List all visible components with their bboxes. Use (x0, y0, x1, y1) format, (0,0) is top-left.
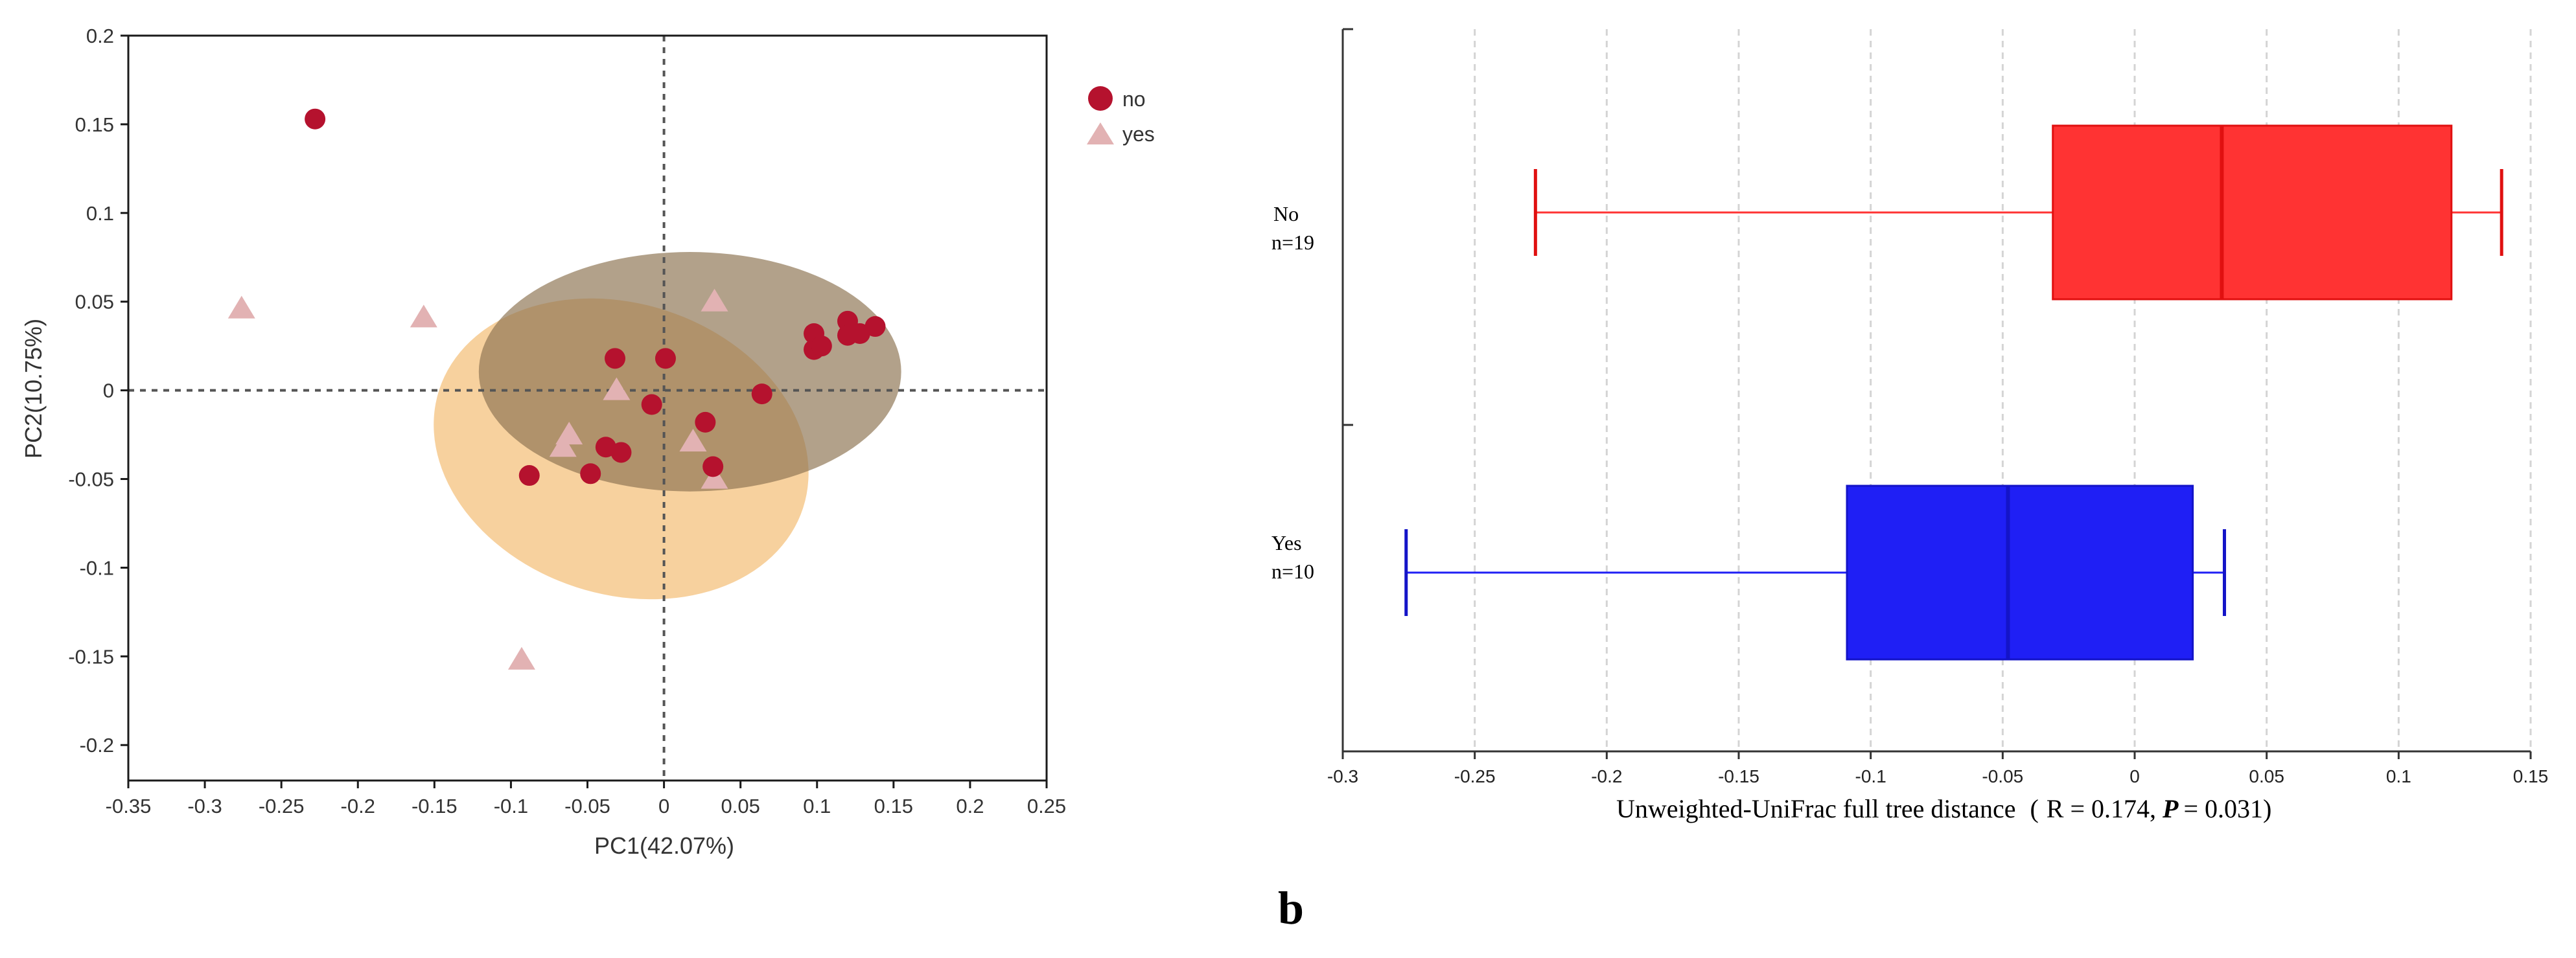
unifrac-box-plot: -0.3 -0.25 -0.2 -0.15 -0.1 -0.05 0 0.05 0.1 0.15 … (1271, 28, 2548, 934)
point-yes (549, 434, 577, 457)
point-yes (555, 422, 583, 445)
box-x-axis-p-symbol: P (2162, 794, 2179, 823)
box-x-tick-label: 0.05 (2249, 766, 2284, 786)
box-x-tick-label: -0.15 (1718, 766, 1759, 786)
box-x-tick-label: 0.15 (2513, 766, 2549, 786)
box-x-axis-label-main: Unweighted-UniFrac full tree distance (1616, 794, 2015, 823)
x-tick-label: 0 (658, 795, 669, 817)
box-yes (1846, 485, 2194, 661)
scatter-points (227, 108, 886, 670)
x-tick-label: -0.05 (564, 795, 610, 817)
box-x-axis-label: Unweighted-UniFrac full tree distance ( R … (1616, 794, 2271, 823)
legend-label-no: no (1122, 87, 1146, 111)
y-tick-label: 0.05 (75, 291, 114, 314)
point-no (305, 108, 326, 130)
point-no (811, 336, 832, 357)
x-tick-label: -0.1 (494, 795, 528, 817)
point-no (580, 463, 601, 485)
point-yes (701, 466, 728, 489)
reference-lines (128, 36, 1047, 781)
point-yes (410, 304, 437, 328)
x-tick-label: -0.3 (187, 795, 222, 817)
x-tick-label: -0.25 (259, 795, 305, 817)
point-no (641, 394, 662, 415)
box-x-axis-p-value: = 0.031) (2183, 794, 2271, 823)
box-x-tick-label: 0 (2129, 766, 2140, 786)
box-x-axis-label-open: ( (2030, 794, 2038, 823)
group-label-no: No (1273, 202, 1299, 225)
point-no (518, 465, 540, 486)
box-axes (1341, 28, 2531, 753)
x-axis-label: PC1(42.07%) (594, 832, 734, 859)
y-tick-label: 0.15 (75, 113, 114, 136)
y-axis-ticks: 0.2 0.15 0.1 0.05 0 -0.05 -0.1 -0.15 -0.2 (68, 25, 128, 757)
legend: no yes (1087, 86, 1155, 146)
y-tick-label: -0.2 (80, 734, 114, 757)
point-no (751, 383, 772, 405)
y-tick-label: 0 (103, 380, 114, 402)
x-tick-label: -0.35 (106, 795, 152, 817)
ellipse-no (478, 252, 901, 492)
box-x-tick-label: -0.1 (1855, 766, 1886, 786)
x-tick-label: -0.2 (341, 795, 375, 817)
y-tick-label: 0.1 (86, 202, 114, 225)
x-tick-label: 0.25 (1027, 795, 1066, 817)
y-tick-label: -0.15 (68, 645, 114, 668)
group-n-yes: n=10 (1271, 560, 1314, 583)
box-x-tick-label: -0.05 (1982, 766, 2023, 786)
box-x-tick-label: -0.2 (1591, 766, 1622, 786)
box-no (2052, 124, 2453, 301)
box-x-tick-label: 0.1 (2386, 766, 2411, 786)
point-yes (603, 377, 631, 400)
point-yes (679, 429, 707, 452)
group-ellipses (434, 252, 901, 600)
x-tick-label: 0.05 (721, 795, 760, 817)
x-axis-ticks: -0.35 -0.3 -0.25 -0.2 -0.15 -0.1 -0.05 0 0.05 0.1… (106, 781, 1066, 817)
point-yes (701, 288, 728, 312)
y-axis-label: PC2(10.75%) (20, 319, 47, 459)
box-x-axis-stat-r: R = 0.174, (2047, 794, 2156, 823)
point-no (702, 456, 724, 477)
pcoa-scatter-plot: -0.35 -0.3 -0.25 -0.2 -0.15 -0.1 -0.05 0 0.05 0.1… (20, 25, 1155, 859)
legend-marker-yes (1087, 122, 1114, 144)
group-n-no: n=19 (1271, 231, 1314, 254)
legend-marker-no (1088, 86, 1113, 111)
y-tick-label: -0.05 (68, 468, 114, 491)
x-tick-label: 0.2 (956, 795, 984, 817)
box-x-tick-label: -0.25 (1454, 766, 1496, 786)
point-no (605, 348, 626, 369)
point-no (864, 316, 886, 337)
box-x-axis-ticks: -0.3 -0.25 -0.2 -0.15 -0.1 -0.05 0 0.05 0.1 0.15 (1327, 751, 2548, 786)
point-no (655, 348, 676, 369)
y-tick-label: -0.1 (80, 556, 114, 579)
point-no (695, 411, 716, 433)
x-tick-label: 0.1 (803, 795, 831, 817)
point-yes (507, 646, 535, 670)
panel-label-b: b (1278, 882, 1304, 934)
boxes (1404, 124, 2503, 661)
group-label-yes: Yes (1271, 531, 1302, 554)
x-tick-label: 0.15 (874, 795, 913, 817)
point-no (610, 442, 632, 463)
x-tick-label: -0.15 (412, 795, 458, 817)
legend-label-yes: yes (1122, 122, 1155, 146)
point-yes (227, 295, 255, 319)
box-x-tick-label: -0.3 (1327, 766, 1358, 786)
y-tick-label: 0.2 (86, 25, 114, 47)
